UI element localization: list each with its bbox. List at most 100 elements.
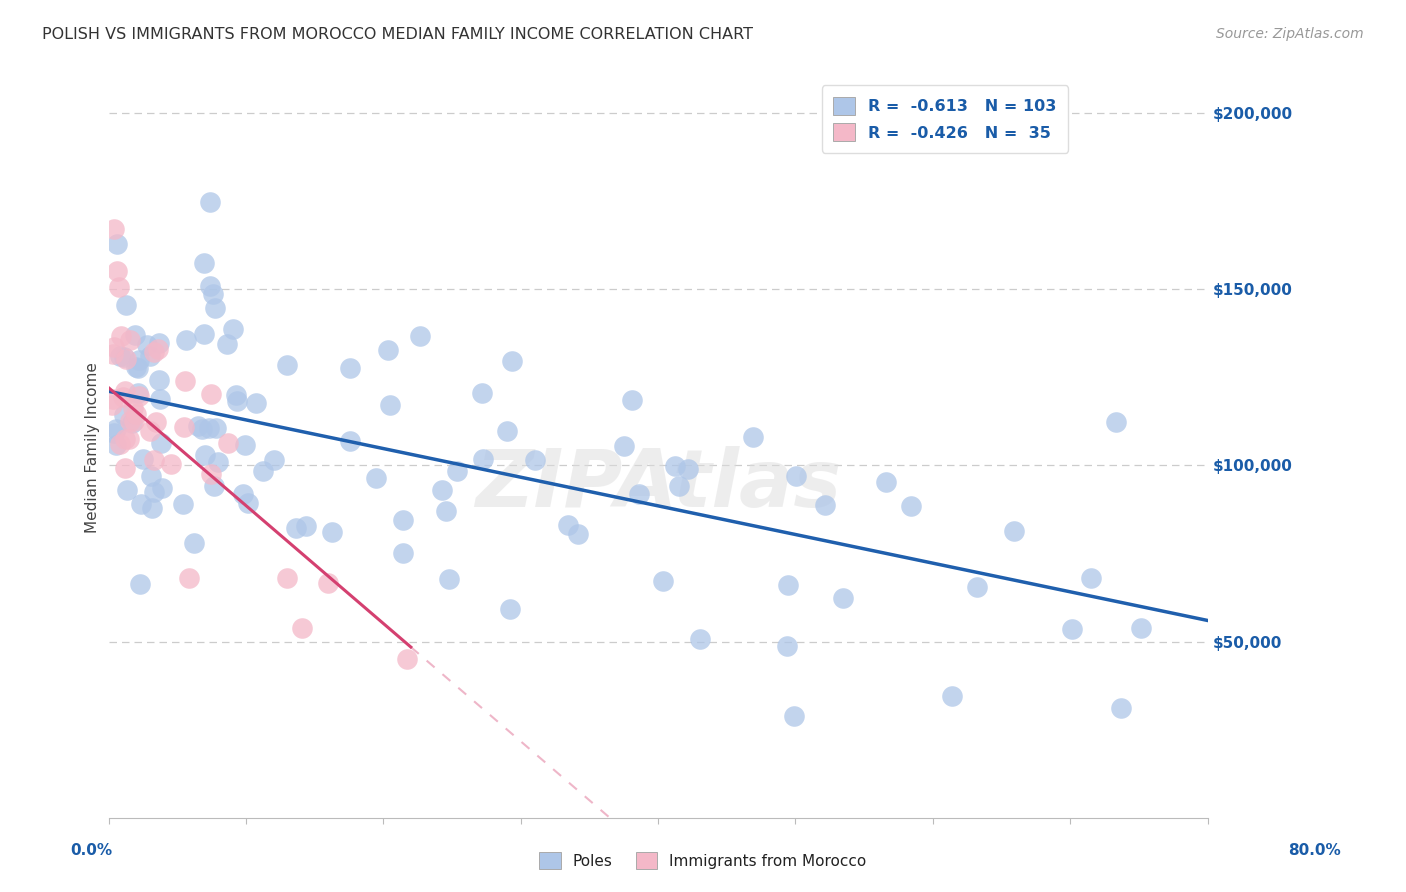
Point — [139, 469, 162, 483]
Point — [101, 398, 124, 412]
Point — [233, 438, 256, 452]
Point — [105, 237, 128, 252]
Text: 0.0%: 0.0% — [70, 843, 112, 858]
Point — [236, 496, 259, 510]
Point — [101, 392, 124, 407]
Point — [1080, 571, 1102, 585]
Point — [148, 373, 170, 387]
Point — [118, 333, 141, 347]
Point — [105, 438, 128, 452]
Point — [103, 425, 125, 440]
Point — [121, 416, 143, 430]
Text: Source: ZipAtlas.com: Source: ZipAtlas.com — [1216, 27, 1364, 41]
Point — [557, 518, 579, 533]
Text: 80.0%: 80.0% — [1288, 843, 1341, 858]
Point — [222, 322, 245, 336]
Point — [173, 420, 195, 434]
Point — [496, 424, 519, 438]
Point — [115, 298, 138, 312]
Point — [200, 387, 222, 401]
Point — [499, 602, 522, 616]
Point — [567, 527, 589, 541]
Point — [1129, 621, 1152, 635]
Point — [132, 451, 155, 466]
Point — [668, 479, 690, 493]
Point — [245, 396, 267, 410]
Point — [1109, 701, 1132, 715]
Point — [409, 329, 432, 343]
Point — [118, 413, 141, 427]
Point — [900, 500, 922, 514]
Point — [193, 256, 215, 270]
Point — [108, 349, 131, 363]
Point — [125, 360, 148, 375]
Point — [205, 420, 228, 434]
Point — [380, 398, 402, 412]
Point — [523, 453, 546, 467]
Point — [295, 519, 318, 533]
Point — [613, 440, 636, 454]
Point — [148, 336, 170, 351]
Point — [276, 571, 298, 585]
Point — [225, 388, 247, 402]
Point — [814, 498, 837, 512]
Point — [501, 354, 523, 368]
Point — [252, 464, 274, 478]
Point — [217, 436, 239, 450]
Point — [785, 468, 807, 483]
Point — [142, 485, 165, 500]
Point — [1004, 524, 1026, 538]
Point — [114, 461, 136, 475]
Point — [187, 419, 209, 434]
Point — [124, 328, 146, 343]
Point — [621, 393, 644, 408]
Point — [689, 632, 711, 646]
Point — [143, 453, 166, 467]
Point — [193, 327, 215, 342]
Point — [148, 343, 170, 357]
Point — [215, 337, 238, 351]
Point — [263, 452, 285, 467]
Point — [437, 573, 460, 587]
Point — [627, 487, 650, 501]
Point — [138, 349, 160, 363]
Point — [191, 422, 214, 436]
Point — [291, 621, 314, 635]
Point — [141, 501, 163, 516]
Point — [105, 422, 128, 436]
Point — [204, 301, 226, 316]
Point — [377, 343, 399, 357]
Point — [339, 434, 361, 449]
Point — [149, 392, 172, 407]
Point — [783, 709, 806, 723]
Point — [174, 334, 197, 348]
Point — [103, 340, 125, 354]
Text: ZIPAtlas: ZIPAtlas — [475, 446, 841, 524]
Point — [396, 652, 419, 666]
Point — [117, 483, 139, 497]
Point — [114, 432, 136, 446]
Point — [741, 430, 763, 444]
Point — [652, 574, 675, 588]
Point — [198, 194, 221, 209]
Point — [339, 360, 361, 375]
Point — [321, 524, 343, 539]
Point — [129, 576, 152, 591]
Point — [125, 407, 148, 421]
Point — [114, 384, 136, 398]
Point — [316, 575, 339, 590]
Point — [193, 448, 215, 462]
Point — [1062, 622, 1084, 636]
Point — [143, 345, 166, 359]
Point — [183, 536, 205, 550]
Point — [101, 347, 124, 361]
Point — [432, 483, 454, 498]
Point — [364, 471, 387, 485]
Point — [172, 497, 194, 511]
Point — [127, 361, 149, 376]
Point — [276, 358, 298, 372]
Point — [207, 454, 229, 468]
Point — [676, 461, 699, 475]
Point — [128, 389, 150, 403]
Point — [103, 222, 125, 236]
